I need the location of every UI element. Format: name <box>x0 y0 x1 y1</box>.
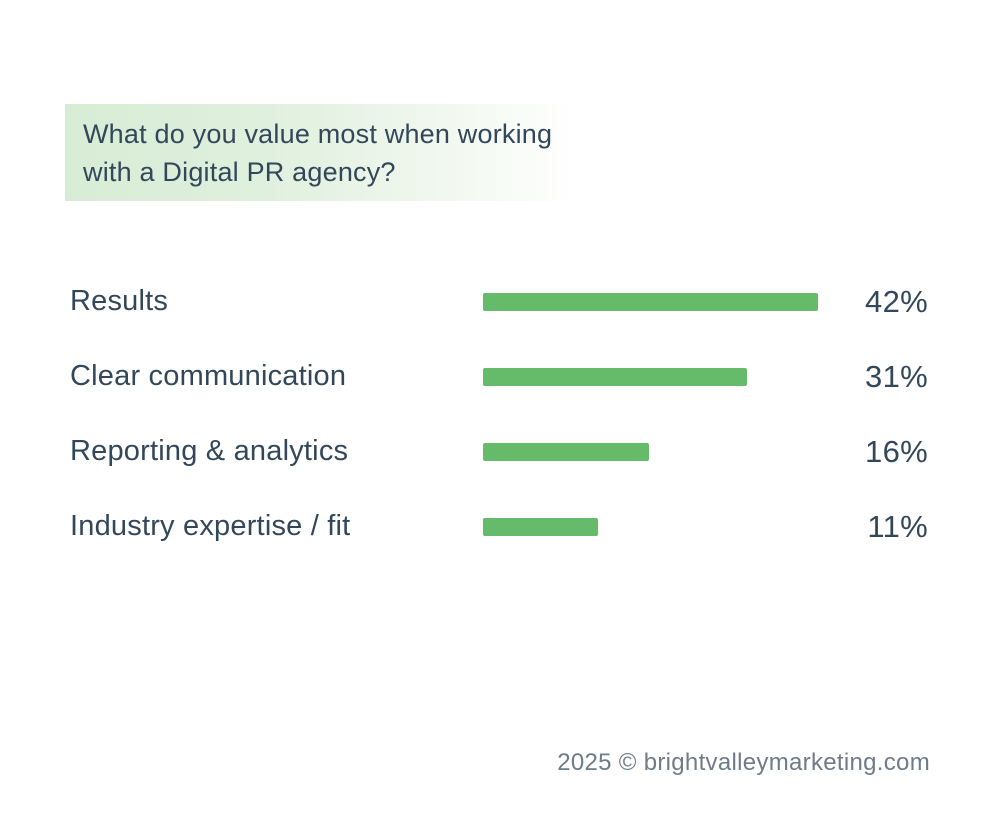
bar-track <box>483 292 818 311</box>
bar-reporting-analytics <box>483 442 649 461</box>
question-title-highlight: What do you value most when working with… <box>65 104 577 201</box>
question-title-line2: with a Digital PR agency? <box>83 156 396 187</box>
chart-row-reporting-analytics: Reporting & analytics 16% <box>70 414 928 489</box>
copyright-credit: 2025 © brightvalleymarketing.com <box>557 749 930 776</box>
value-label: 31% <box>865 358 928 394</box>
bar-track <box>483 367 818 386</box>
bar-results <box>483 292 818 311</box>
category-label: Results <box>70 285 169 317</box>
value-label: 16% <box>865 433 928 469</box>
bar-track <box>483 442 818 461</box>
question-title-line1: What do you value most when working <box>83 118 553 149</box>
chart-row-industry-expertise: Industry expertise / fit 11% <box>70 489 928 564</box>
bar-industry-expertise <box>483 517 598 536</box>
chart-row-results: Results 42% <box>70 264 928 339</box>
category-label: Industry expertise / fit <box>70 510 351 542</box>
category-label: Clear communication <box>70 360 347 392</box>
bar-track <box>483 517 818 536</box>
bar-clear-communication <box>483 367 747 386</box>
bar-chart: Results 42% Clear communication 31% Repo… <box>70 264 928 564</box>
value-label: 11% <box>867 508 928 544</box>
value-label: 42% <box>865 283 928 319</box>
chart-row-clear-communication: Clear communication 31% <box>70 339 928 414</box>
category-label: Reporting & analytics <box>70 435 349 467</box>
